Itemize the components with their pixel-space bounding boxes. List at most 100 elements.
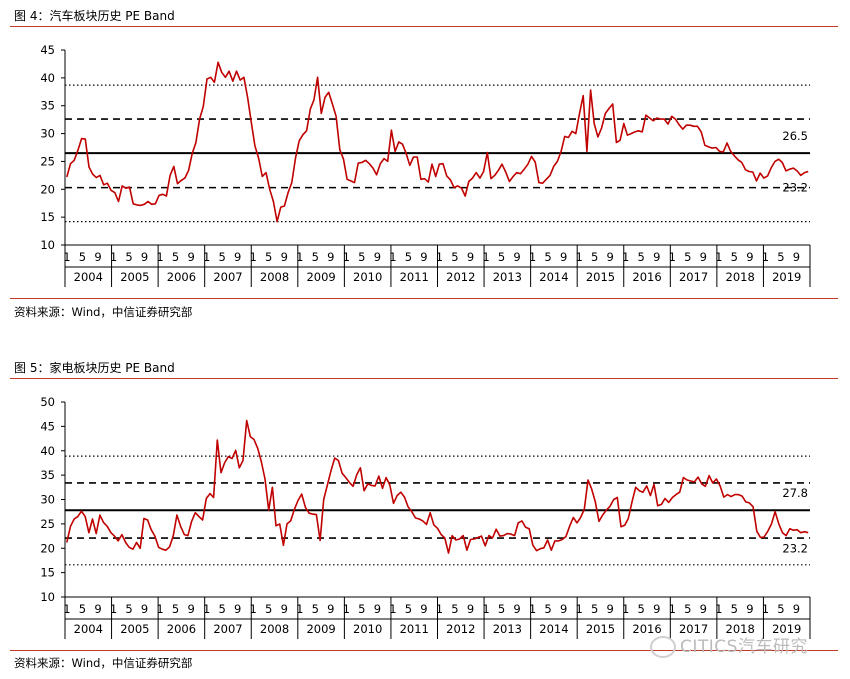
year-label: 2005 [120,270,149,284]
month-tick-label: 5 [684,602,691,616]
month-tick-label: 9 [746,602,753,616]
year-label: 2013 [493,270,522,284]
month-tick-label: 5 [498,602,505,616]
month-tick-label: 9 [653,602,660,616]
y-tick-label: 50 [40,395,55,409]
month-tick-label: 9 [281,250,288,264]
y-tick-label: 25 [40,517,55,531]
y-tick-label: 45 [40,43,55,57]
year-label: 2011 [400,270,429,284]
month-tick-label: 1 [622,250,629,264]
wechat-icon [650,636,676,658]
month-tick-label: 9 [513,602,520,616]
year-label: 2010 [353,622,382,636]
month-tick-label: 9 [793,250,800,264]
year-label: 2006 [167,270,196,284]
month-tick-label: 9 [746,250,753,264]
month-tick-label: 5 [451,602,458,616]
month-tick-label: 1 [63,250,70,264]
month-tick-label: 1 [762,602,769,616]
month-tick-label: 9 [607,250,614,264]
y-tick-label: 45 [40,419,55,433]
year-label: 2008 [260,270,289,284]
y-tick-label: 20 [40,541,55,555]
month-tick-label: 1 [389,250,396,264]
month-tick-label: 1 [575,602,582,616]
month-tick-label: 9 [141,250,148,264]
y-tick-label: 20 [40,182,55,196]
year-label: 2010 [353,270,382,284]
y-tick-label: 10 [40,590,55,604]
current-pe-label: 23.2 [782,180,808,194]
month-tick-label: 9 [420,602,427,616]
month-tick-label: 9 [141,602,148,616]
month-tick-label: 9 [607,602,614,616]
pe-series-line [66,419,809,554]
month-tick-label: 5 [358,602,365,616]
month-tick-label: 9 [467,602,474,616]
month-tick-label: 9 [513,250,520,264]
month-tick-label: 1 [110,250,117,264]
month-tick-label: 5 [591,602,598,616]
year-label: 2015 [586,270,615,284]
y-tick-label: 10 [40,238,55,252]
month-tick-label: 9 [560,602,567,616]
month-tick-label: 5 [265,602,272,616]
month-tick-label: 1 [343,250,350,264]
band-value-label: 26.5 [782,129,808,143]
month-tick-label: 9 [94,250,101,264]
month-tick-label: 5 [638,602,645,616]
month-tick-label: 1 [762,250,769,264]
pe-series-line [66,61,809,223]
month-tick-label: 5 [731,602,738,616]
month-tick-label: 9 [94,602,101,616]
month-tick-label: 9 [467,250,474,264]
month-tick-label: 1 [529,250,536,264]
month-tick-label: 1 [436,250,443,264]
month-tick-label: 5 [591,250,598,264]
y-tick-label: 40 [40,71,55,85]
month-tick-label: 1 [389,602,396,616]
year-label: 2013 [493,622,522,636]
month-tick-label: 1 [296,250,303,264]
month-tick-label: 1 [296,602,303,616]
month-tick-label: 9 [374,250,381,264]
figure-4-source: 资料来源：Wind，中信证券研究部 [14,305,193,319]
month-tick-label: 9 [234,602,241,616]
month-tick-label: 1 [669,250,676,264]
month-tick-label: 1 [482,250,489,264]
month-tick-label: 1 [156,602,163,616]
month-tick-label: 5 [777,602,784,616]
year-label: 2009 [306,270,335,284]
month-tick-label: 5 [777,250,784,264]
month-tick-label: 5 [684,250,691,264]
month-tick-label: 5 [218,602,225,616]
month-tick-label: 1 [63,602,70,616]
month-tick-label: 9 [560,250,567,264]
month-tick-label: 5 [638,250,645,264]
month-tick-label: 1 [622,602,629,616]
y-tick-label: 30 [40,493,55,507]
month-tick-label: 5 [544,602,551,616]
year-label: 2011 [400,622,429,636]
y-tick-label: 15 [40,566,55,580]
year-label: 2004 [74,270,103,284]
month-tick-label: 1 [715,602,722,616]
year-label: 2009 [306,622,335,636]
year-label: 2007 [213,622,242,636]
month-tick-label: 1 [250,602,257,616]
month-tick-label: 5 [265,250,272,264]
month-tick-label: 5 [172,250,179,264]
current-pe-label: 23.2 [782,542,808,556]
month-tick-label: 5 [125,602,132,616]
y-tick-label: 35 [40,468,55,482]
month-tick-label: 5 [405,250,412,264]
month-tick-label: 9 [793,602,800,616]
month-tick-label: 9 [653,250,660,264]
month-tick-label: 1 [203,602,210,616]
year-label: 2006 [167,622,196,636]
month-tick-label: 1 [156,250,163,264]
source-divider [10,650,838,651]
